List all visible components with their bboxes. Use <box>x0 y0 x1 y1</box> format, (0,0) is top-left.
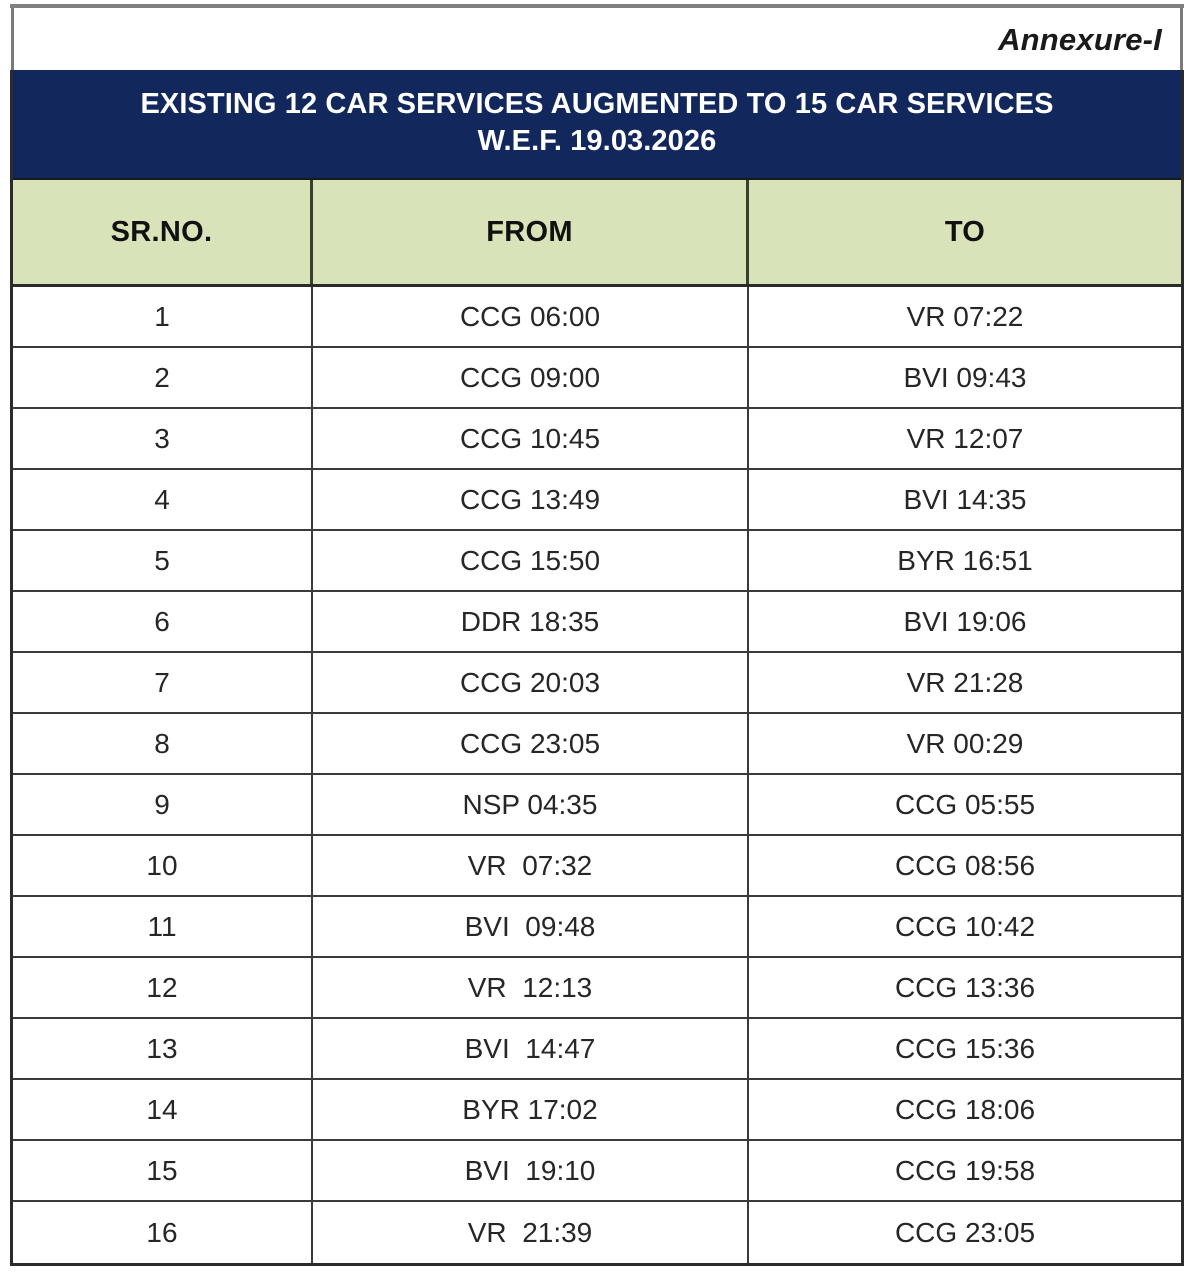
cell-to: CCG 13:36 <box>894 971 1036 1003</box>
cell-sr-no: 6 <box>13 592 313 651</box>
cell-to: CCG 19:58 <box>894 1154 1036 1186</box>
table-row: 15 BVI 19:10 CCG 19:58 <box>13 1141 1181 1202</box>
cell-to: VR 00:29 <box>906 727 1024 759</box>
cell-sr-no: 4 <box>13 470 313 529</box>
cell-sr-no: 12 <box>13 958 313 1017</box>
cell-sr-no: 11 <box>13 897 313 956</box>
cell-from: CCG 10:45 <box>313 409 749 468</box>
cell-sr-no: 15 <box>13 1141 313 1200</box>
table-row: 14 BYR 17:02 CCG 18:06 <box>13 1080 1181 1141</box>
top-rule-divider <box>10 4 1184 8</box>
column-header-to: TO <box>749 180 1181 284</box>
table-row: 2 CCG 09:00 BVI 09:43 <box>13 348 1181 409</box>
cell-from: CCG 13:49 <box>313 470 749 529</box>
table-row: 1 CCG 06:00 VR 07:22 <box>13 287 1181 348</box>
annexure-strip: Annexure-I <box>11 8 1183 70</box>
cell-sr-no: 9 <box>13 775 313 834</box>
table-row: 8 CCG 23:05 VR 00:29 <box>13 714 1181 775</box>
cell-to: VR 12:07 <box>906 422 1024 454</box>
cell-from: BYR 17:02 <box>313 1080 749 1139</box>
table-row: 13 BVI 14:47 CCG 15:36 <box>13 1019 1181 1080</box>
cell-sr-no: 3 <box>13 409 313 468</box>
cell-to: VR 21:28 <box>906 666 1024 698</box>
table-title-banner: EXISTING 12 CAR SERVICES AUGMENTED TO 15… <box>13 70 1181 180</box>
column-header-from: FROM <box>313 180 749 284</box>
cell-to: BVI 19:06 <box>903 605 1027 637</box>
banner-title-line-2: W.E.F. 19.03.2026 <box>477 125 717 157</box>
cell-sr-no: 13 <box>13 1019 313 1078</box>
column-header-sr-no: SR.NO. <box>13 180 313 284</box>
table-row: 10 VR 07:32 CCG 08:56 <box>13 836 1181 897</box>
table-row: 5 CCG 15:50 BYR 16:51 <box>13 531 1181 592</box>
cell-to: CCG 23:05 <box>894 1216 1036 1248</box>
table-row: 6 DDR 18:35 BVI 19:06 <box>13 592 1181 653</box>
cell-sr-no: 14 <box>13 1080 313 1139</box>
banner-title-line-1: EXISTING 12 CAR SERVICES AUGMENTED TO 15… <box>140 87 1054 120</box>
services-table: EXISTING 12 CAR SERVICES AUGMENTED TO 15… <box>10 70 1184 1266</box>
cell-from: BVI 19:10 <box>313 1141 749 1200</box>
cell-sr-no: 7 <box>13 653 313 712</box>
table-row: 3 CCG 10:45 VR 12:07 <box>13 409 1181 470</box>
cell-sr-no: 2 <box>13 348 313 407</box>
cell-to: CCG 15:36 <box>894 1032 1036 1064</box>
cell-from: CCG 15:50 <box>313 531 749 590</box>
cell-from: BVI 09:48 <box>313 897 749 956</box>
table-row: 4 CCG 13:49 BVI 14:35 <box>13 470 1181 531</box>
cell-to: BVI 14:35 <box>903 483 1027 515</box>
cell-from: CCG 09:00 <box>313 348 749 407</box>
cell-sr-no: 8 <box>13 714 313 773</box>
cell-to: BYR 16:51 <box>897 544 1033 576</box>
cell-from: BVI 14:47 <box>313 1019 749 1078</box>
annexure-label: Annexure-I <box>998 21 1162 57</box>
table-header-row: SR.NO. FROM TO <box>13 180 1181 287</box>
cell-from: NSP 04:35 <box>313 775 749 834</box>
cell-sr-no: 1 <box>13 287 313 346</box>
table-row: 9 NSP 04:35 CCG 05:55 <box>13 775 1181 836</box>
cell-from: DDR 18:35 <box>313 592 749 651</box>
cell-sr-no: 10 <box>13 836 313 895</box>
cell-to: BVI 09:43 <box>903 361 1027 393</box>
cell-from: CCG 20:03 <box>313 653 749 712</box>
cell-to: VR 07:22 <box>906 300 1024 332</box>
table-row: 16 VR 21:39 CCG 23:05 <box>13 1202 1181 1263</box>
table-row: 7 CCG 20:03 VR 21:28 <box>13 653 1181 714</box>
cell-from: VR 12:13 <box>313 958 749 1017</box>
cell-to: CCG 08:56 <box>894 849 1036 881</box>
cell-from: CCG 23:05 <box>313 714 749 773</box>
cell-sr-no: 5 <box>13 531 313 590</box>
cell-sr-no: 16 <box>13 1202 313 1263</box>
cell-from: CCG 06:00 <box>313 287 749 346</box>
cell-from: VR 21:39 <box>313 1202 749 1263</box>
cell-to: CCG 10:42 <box>894 910 1036 942</box>
table-body: 1 CCG 06:00 VR 07:22 2 CCG 09:00 BVI 09:43 3 CC… <box>13 287 1181 1263</box>
table-row: 12 VR 12:13 CCG 13:36 <box>13 958 1181 1019</box>
cell-to: CCG 05:55 <box>894 788 1036 820</box>
cell-from: VR 07:32 <box>313 836 749 895</box>
cell-to: CCG 18:06 <box>894 1093 1036 1125</box>
table-row: 11 BVI 09:48 CCG 10:42 <box>13 897 1181 958</box>
